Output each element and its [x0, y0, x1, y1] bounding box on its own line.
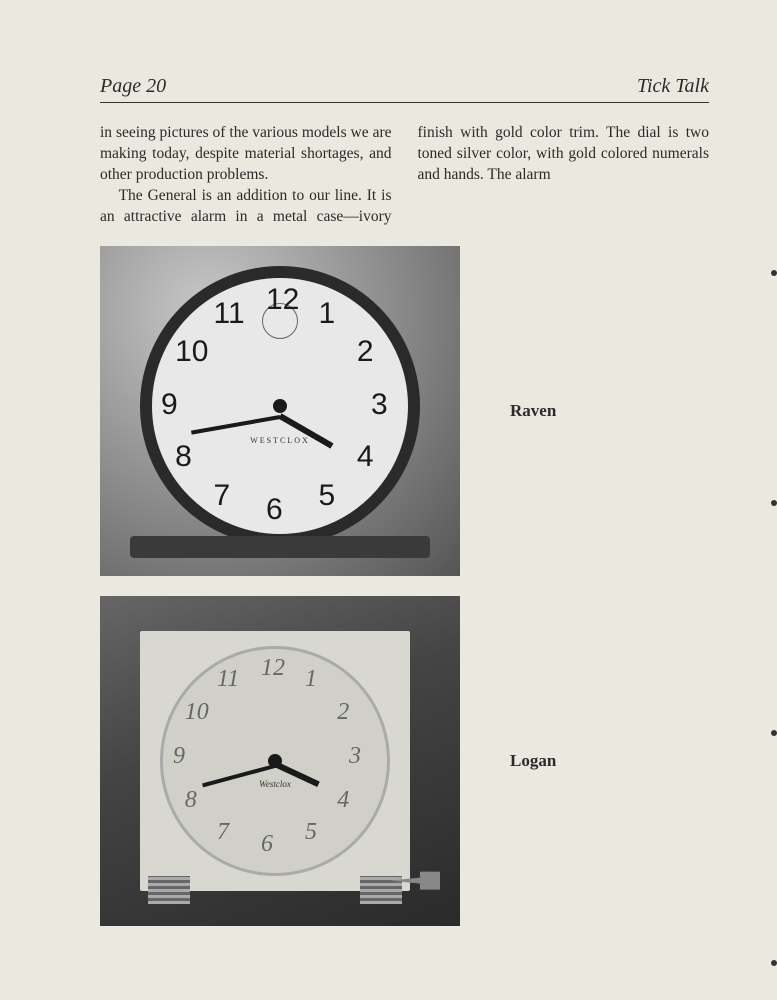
clock-numeral: 7 [214, 479, 231, 513]
clock-numeral: 8 [185, 787, 197, 814]
body-text: in seeing pictures of the various models… [100, 123, 709, 228]
clock-numeral: 3 [349, 743, 361, 770]
photo-row-logan: Westclox 121234567891011 Logan [100, 596, 709, 926]
logan-clock-face: Westclox 121234567891011 [160, 646, 390, 876]
clock-numeral: 4 [357, 440, 374, 474]
logan-case: Westclox 121234567891011 [140, 631, 410, 891]
clock-numeral: 2 [337, 699, 349, 726]
clock-center [273, 399, 287, 413]
clock-numeral: 1 [319, 297, 336, 331]
clock-numeral: 4 [337, 787, 349, 814]
photo-section: WESTCLOX 121234567891011 Raven Westclox … [100, 246, 709, 926]
binding-hole [771, 730, 777, 736]
clock-numeral: 8 [175, 440, 192, 474]
clock-numeral: 6 [266, 493, 283, 527]
logan-foot-left [148, 876, 190, 904]
clock-numeral: 9 [173, 743, 185, 770]
paragraph-continuation: in seeing pictures of the various models… [100, 124, 392, 183]
logan-photo: Westclox 121234567891011 [100, 596, 460, 926]
clock-numeral: 10 [175, 335, 208, 369]
clock-numeral: 3 [371, 388, 388, 422]
logan-foot-right [360, 876, 402, 904]
raven-photo: WESTCLOX 12 12 3 45 6 78 9 1011 [100, 246, 460, 576]
clock-numeral: 12 [266, 283, 299, 317]
clock-numeral: 5 [319, 479, 336, 513]
clock-numeral: 6 [261, 831, 273, 858]
page-number: Page 20 [100, 75, 166, 98]
page-header: Page 20 Tick Talk [100, 75, 709, 103]
raven-base [130, 536, 430, 558]
logan-label: Logan [510, 751, 556, 771]
binding-hole [771, 960, 777, 966]
clock-numeral: 2 [357, 335, 374, 369]
clock-numeral: 11 [214, 297, 245, 331]
raven-label: Raven [510, 401, 556, 421]
publication-title: Tick Talk [637, 75, 709, 98]
photo-row-raven: WESTCLOX 12 12 3 45 6 78 9 1011 Raven [100, 246, 709, 576]
brand-label: Westclox [259, 779, 291, 789]
raven-clock-face: WESTCLOX 12 12 3 45 6 78 9 1011 [140, 266, 420, 546]
brand-label: WESTCLOX [250, 436, 310, 445]
clock-numeral: 5 [305, 819, 317, 846]
clock-numeral: 12 [261, 655, 285, 682]
clock-center [268, 754, 282, 768]
clock-numeral: 10 [185, 699, 209, 726]
binding-hole [771, 500, 777, 506]
clock-numeral: 11 [217, 666, 239, 693]
page-container: Page 20 Tick Talk in seeing pictures of … [0, 0, 777, 1000]
minute-hand [191, 415, 280, 435]
binding-hole [771, 270, 777, 276]
clock-numeral: 7 [217, 819, 229, 846]
binding-holes [769, 0, 777, 1000]
clock-numeral: 9 [161, 388, 178, 422]
clock-numeral: 1 [305, 666, 317, 693]
